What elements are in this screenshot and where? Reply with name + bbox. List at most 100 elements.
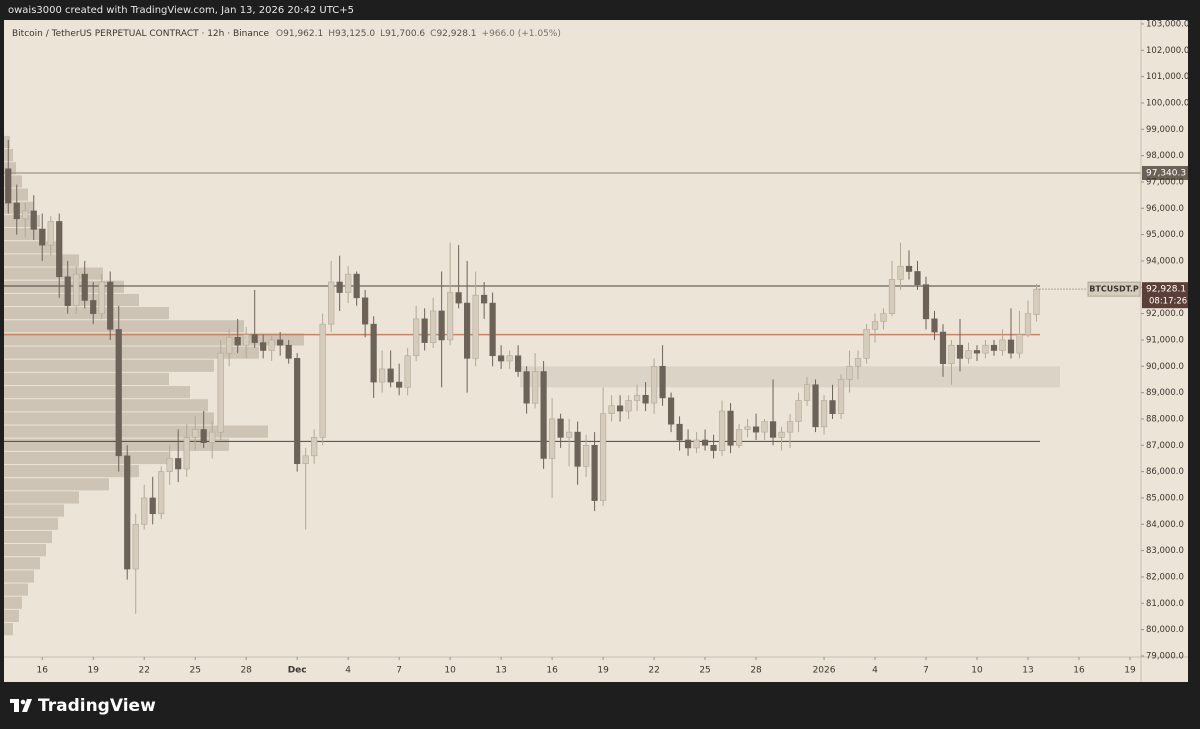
candle-body <box>47 221 54 246</box>
y-tick-label: 89,000.0 <box>1146 388 1184 398</box>
candle-body <box>234 337 241 346</box>
candle-body <box>277 339 284 346</box>
y-tick-label: 101,000.0 <box>1146 72 1189 82</box>
candle-body <box>260 342 267 351</box>
candle-body <box>115 329 122 457</box>
legend-key: L <box>380 29 385 39</box>
legend-value: 91,962.1 <box>283 29 323 39</box>
candle-body <box>659 365 666 399</box>
candle-body <box>888 279 896 314</box>
candle-body <box>744 426 751 430</box>
candle-body <box>132 523 139 570</box>
candle-body <box>124 455 131 570</box>
volume-profile-bar <box>4 135 10 149</box>
candle-body <box>948 344 955 364</box>
y-tick-label: 82,000.0 <box>1146 572 1184 582</box>
y-tick-label: 98,000.0 <box>1146 151 1184 161</box>
candle-body <box>515 355 522 372</box>
candle-body <box>379 368 386 383</box>
x-tick-label: 13 <box>1022 666 1033 676</box>
candle-body <box>285 344 292 359</box>
candle-body <box>566 431 573 438</box>
volume-profile-bar <box>4 386 190 399</box>
candle-body <box>667 397 675 425</box>
volume-profile-bar <box>4 359 214 372</box>
candle-body <box>447 292 454 341</box>
legend-value: 91,700.6 <box>385 29 425 39</box>
volume-profile-bar <box>4 596 22 609</box>
candle-body <box>370 323 377 383</box>
x-tick-label: 28 <box>240 666 252 676</box>
symbol-tag <box>1087 281 1141 297</box>
candle-body <box>523 371 530 404</box>
candle-body <box>107 281 114 330</box>
candle-body <box>30 210 37 230</box>
candle-body <box>973 350 981 354</box>
legend-key: C <box>430 29 436 39</box>
x-tick-label: 10 <box>444 666 456 676</box>
candle-body <box>362 297 369 325</box>
volume-profile-bar <box>4 372 169 386</box>
y-tick-label: 80,000.0 <box>1146 625 1184 635</box>
candle-body <box>1007 339 1015 354</box>
legend-title: Bitcoin / TetherUS PERPETUAL CONTRACT · … <box>12 29 269 39</box>
y-tick-label: 87,000.0 <box>1146 441 1184 451</box>
candle-body <box>939 331 947 364</box>
y-tick-label: 102,000.0 <box>1146 46 1189 56</box>
candle-body <box>464 302 471 359</box>
logo-part <box>22 699 32 712</box>
volume-profile-bar <box>4 425 268 438</box>
y-tick-label: 97,000.0 <box>1146 177 1184 187</box>
level-tag <box>1142 165 1188 180</box>
logo-part <box>20 699 26 705</box>
x-tick-label: 19 <box>87 666 99 676</box>
candle-body <box>353 273 360 299</box>
candle-body <box>209 431 216 443</box>
candle-body <box>701 439 709 446</box>
candle-body <box>251 334 258 343</box>
candle-body <box>498 355 505 362</box>
candle-body <box>345 273 352 293</box>
volume-profile-bar <box>4 280 124 293</box>
legend-value: 92,928.1 <box>436 29 476 39</box>
price-tag-label: 92,928.1 <box>1146 285 1186 295</box>
brand-logo <box>10 699 32 712</box>
candle-body <box>956 344 964 359</box>
volume-profile-bar <box>4 530 52 544</box>
candle-body <box>175 458 182 470</box>
plot-area <box>4 135 1141 636</box>
candle-body <box>243 334 250 346</box>
candle-body <box>455 292 462 304</box>
candle-body <box>549 418 556 459</box>
candle-body <box>328 281 335 325</box>
candle-body <box>1024 313 1032 335</box>
candle-body <box>158 471 165 515</box>
candle-body <box>217 352 224 433</box>
candle-body <box>642 394 649 404</box>
candle-body <box>98 281 105 314</box>
candle-body <box>769 421 777 438</box>
volume-profile-bar <box>4 583 28 596</box>
volume-profile-bar <box>4 399 208 412</box>
candle-body <box>752 426 760 433</box>
volume-profile-bar <box>4 451 169 465</box>
y-tick-label: 95,000.0 <box>1146 230 1184 240</box>
candle-body <box>166 458 173 472</box>
legend-change: +966.0 (+1.05%) <box>482 29 561 39</box>
volume-profile-bar <box>4 267 103 280</box>
level-tag-label: 97,340.3 <box>1146 168 1186 178</box>
candle-body <box>13 202 20 220</box>
candle-body <box>413 318 420 357</box>
volume-profile-bar <box>4 557 40 570</box>
x-tick-label: 13 <box>495 666 506 676</box>
x-tick-label: 19 <box>1124 666 1136 676</box>
candle-body <box>22 210 29 220</box>
legend: Bitcoin / TetherUS PERPETUAL CONTRACT · … <box>12 29 561 39</box>
candle-body <box>311 437 318 457</box>
candle-body <box>633 394 641 401</box>
y-tick-label: 92,000.0 <box>1146 309 1184 319</box>
candle-body <box>761 421 768 433</box>
candle-body <box>676 423 683 441</box>
candle-body <box>149 497 156 515</box>
volume-profile-bar <box>4 293 139 307</box>
